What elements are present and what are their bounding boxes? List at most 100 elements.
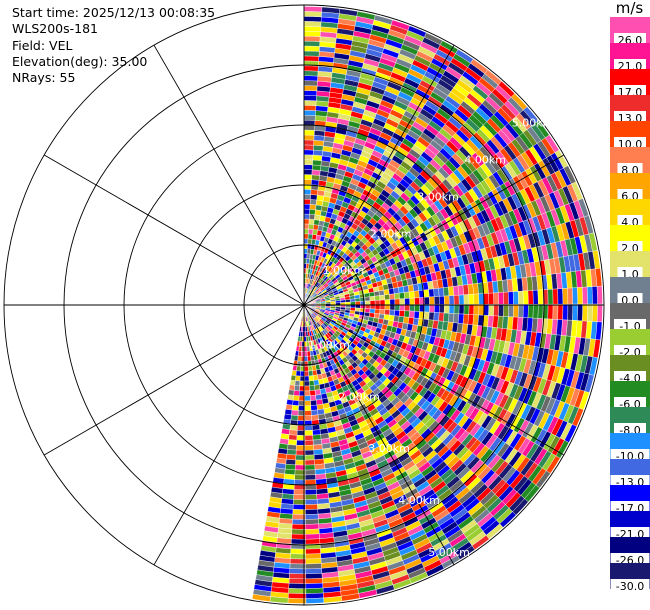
range-gate [292,400,299,406]
range-gate [393,315,400,323]
velocity-data-layer [251,6,603,604]
range-gate [369,296,376,301]
range-gate [305,563,322,570]
range-gate [360,300,366,305]
ray [304,32,443,304]
range-gate [312,154,323,161]
range-gate [288,593,307,599]
nrays-label: NRays: 55 [12,70,76,86]
range-gate [303,159,313,166]
ray [304,19,410,304]
range-gate [572,287,578,305]
range-gate [304,341,307,347]
ray [304,14,393,304]
range-gate [303,164,313,170]
range-gate [403,310,410,318]
range-gate [309,390,316,396]
range-gate [439,304,445,314]
range-gate [305,592,324,599]
range-gate [345,299,351,303]
range-gate [305,528,320,535]
range-gate [290,548,306,555]
range-gate [423,289,430,298]
range-gate [303,174,313,180]
range-gate [303,40,321,47]
range-gate [424,296,430,305]
range-gate [557,304,564,320]
range-gate [310,194,318,201]
range-gate [289,379,296,386]
range-gate [309,209,316,215]
range-gate [303,124,315,131]
range-gate [374,308,381,315]
range-gate [304,366,309,372]
range-gate [429,296,435,305]
range-gate [305,489,317,495]
ray [305,305,590,411]
range-gate [305,513,319,520]
range-gate [434,296,440,305]
range-gate [303,50,320,57]
azimuth-spoke [43,304,305,456]
range-gate [468,304,475,315]
ring-label: 2.00km [370,227,412,240]
range-gate [291,533,306,540]
range-gate [294,380,301,387]
range-gate [304,400,311,406]
range-gate [293,489,306,495]
field-label: Field: VEL [12,37,73,53]
range-gate [453,313,460,324]
range-gate [289,424,298,431]
range-gate [309,214,316,220]
range-gate [423,311,430,320]
range-gate [374,300,381,305]
range-gate [517,304,524,318]
range-gate [586,286,593,305]
range-gate [488,304,494,316]
range-gate [295,345,300,352]
range-gate [303,45,320,52]
range-gate [309,395,317,401]
ring-label: 5.00km [428,546,470,559]
range-gate [374,295,381,301]
range-gate [309,199,317,206]
range-gate [433,288,440,297]
range-gate [293,494,306,500]
range-gate [303,154,314,161]
range-gate [303,100,317,106]
range-gate [408,310,415,319]
range-gate [303,253,308,259]
range-gate [290,553,306,560]
range-gate [473,304,480,316]
range-gate [303,149,314,156]
range-gate [591,303,598,322]
range-gate [287,597,307,604]
range-gate [311,414,319,421]
range-gate [439,295,445,305]
range-gate [303,90,318,96]
range-gate [373,290,380,297]
azimuth-spoke [43,154,305,306]
range-gate [303,243,308,249]
range-gate [443,295,450,305]
range-gate [293,499,306,505]
range-gate [305,587,324,594]
range-gate [303,204,311,210]
range-gate [291,523,306,530]
start-time-label: Start time: 2025/12/13 00:08:35 [12,5,216,20]
ray [305,268,603,306]
range-gate [310,189,319,196]
range-gate [297,336,301,342]
range-gate [304,449,315,456]
range-gate [582,303,588,322]
range-gate [414,304,420,312]
range-gate [384,309,391,316]
range-gate [311,424,321,431]
range-gate [307,360,312,367]
info-panel: Start time: 2025/12/13 00:08:35 WLS200s-… [12,5,215,86]
range-gate [458,304,465,315]
range-gate [303,199,311,205]
range-gate [379,294,386,301]
range-gate [429,304,435,313]
